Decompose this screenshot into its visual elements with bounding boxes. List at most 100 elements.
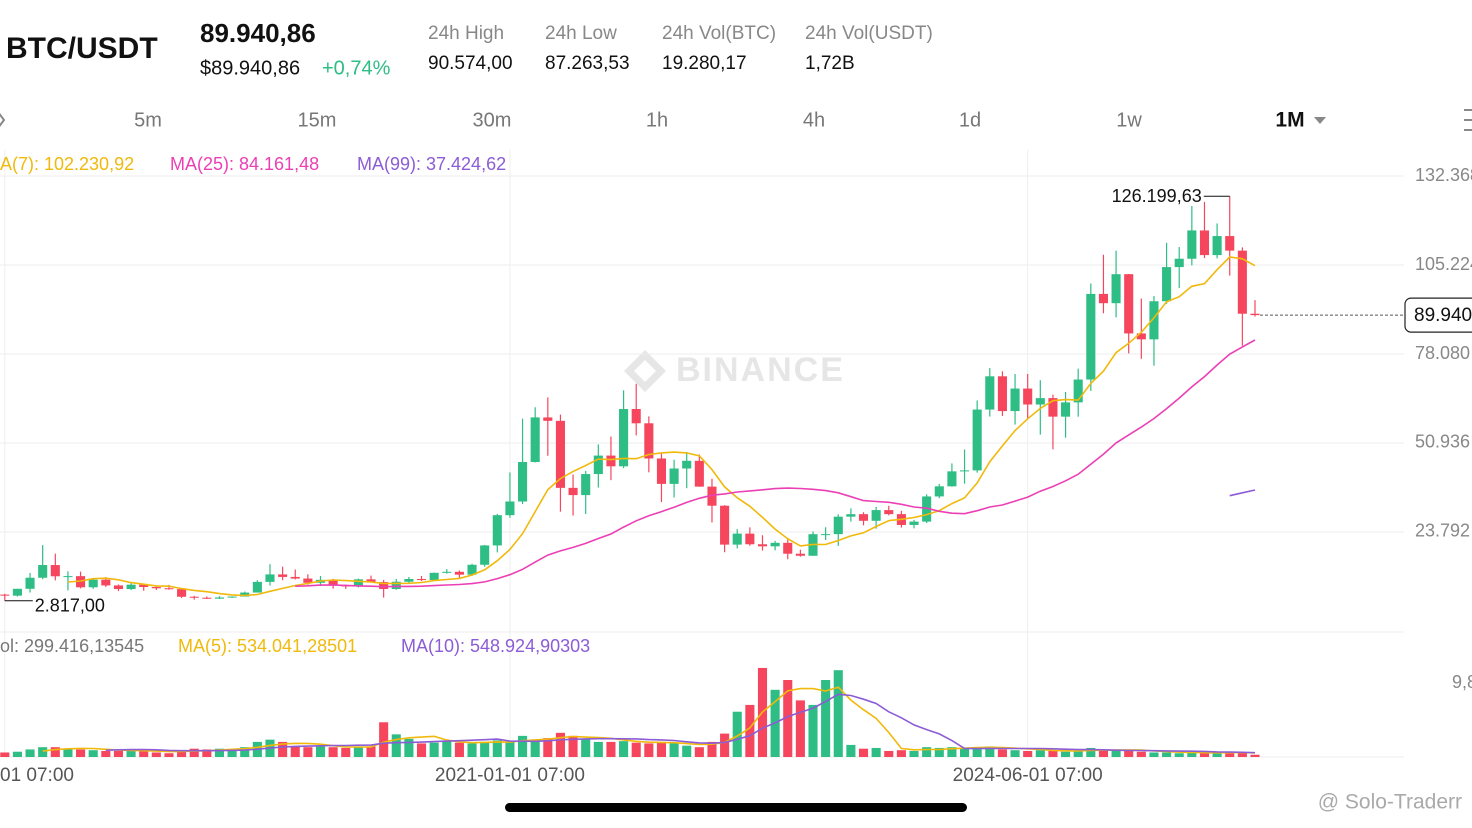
volume-ma-label: MA(10): 548.924,90303 [401,636,590,656]
candle-body [1237,250,1247,314]
timeframe-tab[interactable]: 15m [298,109,337,131]
candle-body [227,596,237,598]
volume-bar [543,738,553,757]
volume-bar [429,742,439,757]
timeframe-tab[interactable]: 4h [803,109,825,131]
candle-body [757,544,768,547]
candle-body [530,417,540,463]
candle-body [656,458,667,484]
volume-bar [379,722,389,757]
dropdown-arrow[interactable] [1314,117,1326,124]
candle-body [454,571,464,575]
volume-bar [492,740,502,757]
candle-body [25,577,35,589]
candle-body [833,516,843,535]
volume-bar [959,747,970,757]
timeframe-tab-active[interactable]: 1M [1275,109,1304,132]
candle-body [909,521,919,525]
volume-ma-line [42,686,1256,754]
candle-body [126,584,136,590]
volume-bar [972,747,982,757]
candle-body [1124,274,1134,334]
candle-body [1174,258,1184,268]
candle-body [467,564,477,575]
candle-body [593,455,603,475]
candle-body [1212,236,1222,256]
candle-body [846,514,856,517]
candle-body [303,578,313,583]
timeframe-tab[interactable]: 5m [134,109,162,131]
volume-bar [821,680,831,757]
volume-bar [997,749,1007,757]
timeframe-tab[interactable]: 30m [473,109,512,131]
candle-body [391,581,401,589]
volume-bar [1073,750,1083,757]
candle-body [101,579,111,586]
volume-bar [12,751,22,757]
candle-body [871,510,881,521]
stat-value: 87.263,53 [545,53,630,74]
x-tick-label: 2021-01-01 07:00 [435,765,585,786]
candle-body [1225,236,1235,251]
volume-bar [50,747,60,757]
volume-bar [631,742,641,757]
price-usd: $89.940,86 [200,57,300,79]
candle-body [1199,230,1210,256]
candle-body [290,576,300,579]
scroll-left[interactable] [0,112,6,128]
candle-body [63,576,73,578]
x-tick-label: 01 07:00 [0,765,74,786]
volume-bar [76,749,86,757]
volume-bar [833,670,843,757]
candle-body [1035,398,1045,405]
volume-bar [593,741,603,757]
candle-body [429,572,439,581]
volume-bar [568,735,578,757]
volume-label: ol: 299.416,13545 [0,636,144,656]
candle-body [240,592,250,597]
volume-bar [745,704,755,757]
candle-body [88,579,98,588]
volume-bar [1162,752,1172,757]
candle-body [0,594,10,596]
timeframe-tab[interactable]: 1h [646,109,668,131]
volume-bar [619,741,629,757]
stat-value: 1,72B [805,53,855,74]
timeframe-tab[interactable]: 1d [959,109,981,131]
volume-bar [278,741,288,757]
candle-body [985,376,995,410]
timeframe-tab[interactable]: 1w [1116,109,1142,131]
y-tick-label: 23.792 [1415,521,1470,541]
menu-icon[interactable] [1464,109,1472,131]
candle-body [745,533,755,545]
volume-bar [682,745,692,757]
candle-body [858,514,869,521]
volume-bar [303,747,313,757]
volume-bar [1250,754,1260,757]
stat-value: 19.280,17 [662,53,747,74]
volume-bar [189,748,199,757]
stat-label: 24h Vol(BTC) [662,23,776,44]
volume-bar [1035,750,1045,757]
candle-body [404,579,414,582]
candle-body [278,574,288,577]
pair[interactable]: BTC/USDT [6,32,158,65]
candle-body [252,581,262,593]
volume-bar [25,749,35,757]
volume-bar [404,738,414,757]
volume-bar [707,741,717,757]
candle-body [1250,313,1260,316]
volume-bar [694,747,704,757]
candle-body [328,579,338,586]
volume-pane [0,667,1260,757]
candle-body [568,487,578,496]
volume-bar [341,747,351,757]
volume-bar [871,747,881,757]
y-tick-label: 78.080 [1415,343,1470,363]
header: BTC/USDT 89.940,86 $89.940,86 +0,74% 24h… [6,18,933,79]
candle-body [619,409,629,467]
timeframe-tabs: 5m 15m 30m 1h 4h 1d 1w 1M [0,109,1472,132]
indicator-labels: 23.792 50.936 78.080 105.224 132.368 01 07:00… [0,154,1472,786]
watermark-logo [624,350,666,392]
volume-bar [606,741,616,757]
